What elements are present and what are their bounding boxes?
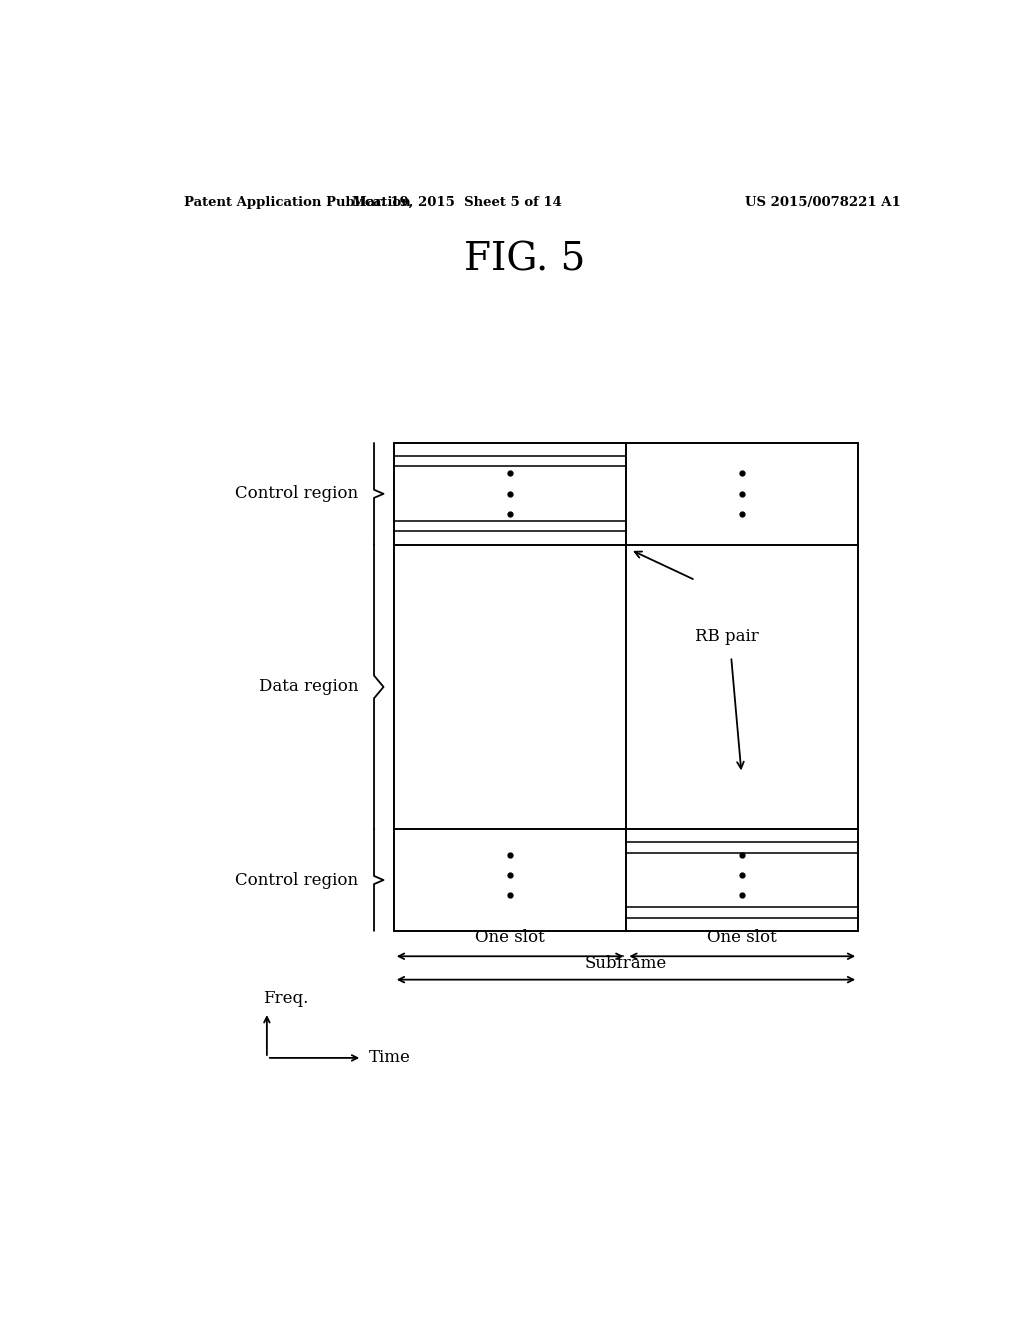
Text: RB pair: RB pair xyxy=(695,627,759,644)
Text: Data region: Data region xyxy=(259,678,358,696)
Text: Time: Time xyxy=(369,1049,411,1067)
Bar xyxy=(394,444,858,931)
Text: One slot: One slot xyxy=(708,929,777,946)
Text: FIG. 5: FIG. 5 xyxy=(464,242,586,279)
Text: Patent Application Publication: Patent Application Publication xyxy=(183,195,411,209)
Text: Mar. 19, 2015  Sheet 5 of 14: Mar. 19, 2015 Sheet 5 of 14 xyxy=(352,195,562,209)
Text: Control region: Control region xyxy=(236,486,358,503)
Text: US 2015/0078221 A1: US 2015/0078221 A1 xyxy=(744,195,900,209)
Text: One slot: One slot xyxy=(475,929,545,946)
Text: Freq.: Freq. xyxy=(263,990,308,1007)
Text: Subframe: Subframe xyxy=(585,954,667,972)
Text: Control region: Control region xyxy=(236,871,358,888)
